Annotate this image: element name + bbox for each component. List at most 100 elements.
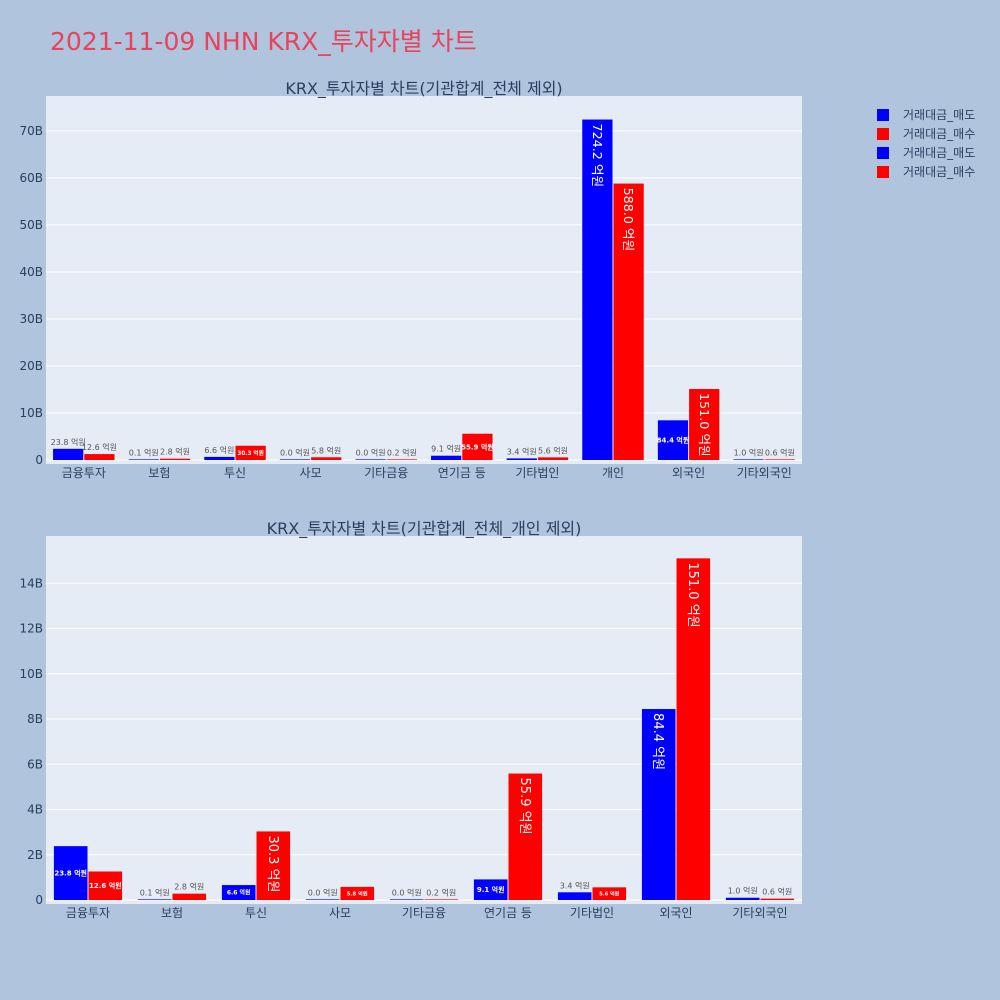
bar[interactable] (537, 457, 569, 460)
bar[interactable] (279, 459, 311, 460)
bar[interactable] (733, 459, 764, 460)
y-tick-label: 14B (19, 576, 43, 590)
bar[interactable] (53, 846, 88, 900)
bar[interactable] (84, 454, 115, 460)
data-label: 6.6 억원 (204, 445, 234, 455)
bar[interactable] (172, 893, 207, 900)
data-label: 724.2 억원 (590, 124, 605, 188)
legend-swatch[interactable] (877, 166, 889, 178)
data-label: 84.4 억원 (650, 713, 665, 770)
y-tick-label: 10B (19, 406, 43, 420)
x-tick-label: 기타법인 (515, 466, 559, 480)
x-tick-label: 연기금 등 (484, 906, 532, 920)
legend-label[interactable]: 거래대금_매수 (903, 165, 975, 179)
bar[interactable] (256, 831, 291, 900)
data-label: 9.1 억원 (477, 885, 505, 894)
y-tick-label: 4B (27, 803, 43, 817)
bar[interactable] (53, 448, 84, 460)
chart-bottom: 0 2B 4B 6B 8B 10B 12B 14B KRX_투자자별 차트(기관합계_전체_개인… (19, 519, 802, 920)
data-label: 151.0 억원 (697, 393, 712, 457)
bar[interactable] (557, 892, 592, 900)
data-label: 12.6 억원 (82, 442, 117, 452)
bar[interactable] (641, 709, 676, 900)
x-tick-label: 투신 (224, 466, 246, 480)
data-label: 5.6 억원 (538, 445, 568, 455)
bar[interactable] (128, 459, 159, 460)
chart-title: KRX_투자자별 차트(기관합계_전체 제외) (285, 79, 562, 99)
x-tick-label: 개인 (602, 466, 624, 480)
data-label: 1.0 억원 (734, 447, 764, 457)
bar[interactable] (676, 558, 711, 900)
legend-swatch[interactable] (877, 128, 889, 140)
legend-label[interactable]: 거래대금_매도 (903, 108, 975, 122)
data-label: 5.6 억원 (599, 890, 619, 897)
x-tick-label: 외국인 (672, 466, 705, 480)
data-label: 5.8 억원 (347, 889, 368, 897)
x-tick-label: 기타법인 (570, 906, 614, 920)
bar[interactable] (725, 897, 760, 900)
bar[interactable] (760, 898, 795, 900)
legend-swatch[interactable] (877, 109, 889, 121)
bar[interactable] (386, 459, 417, 460)
bar[interactable] (506, 458, 537, 460)
bar[interactable] (204, 456, 235, 460)
bar[interactable] (340, 886, 375, 900)
bar[interactable] (462, 433, 493, 460)
legend-swatch[interactable] (877, 147, 889, 159)
data-label: 12.6 억원 (89, 881, 122, 890)
data-label: 0.1 억원 (140, 887, 170, 897)
legend-label[interactable]: 거래대금_매도 (903, 146, 975, 160)
bar[interactable] (657, 420, 689, 460)
data-label: 84.4 억원 (657, 436, 690, 445)
bar[interactable] (424, 899, 459, 900)
x-tick-label: 투신 (245, 906, 267, 920)
y-tick-label: 40B (19, 265, 43, 279)
data-label: 23.8 억원 (51, 437, 86, 447)
data-label: 2.8 억원 (174, 882, 204, 892)
y-tick-label: 0 (35, 893, 43, 907)
data-label: 151.0 억원 (685, 562, 700, 627)
data-label: 0.0 억원 (356, 447, 386, 457)
bar[interactable] (582, 119, 613, 460)
data-label: 3.4 억원 (560, 880, 590, 890)
bar[interactable] (592, 887, 627, 900)
bar[interactable] (508, 773, 543, 900)
x-tick-label: 기타금융 (402, 906, 446, 920)
x-tick-label: 기타외국인 (732, 906, 787, 920)
data-label: 55.9 억원 (517, 778, 532, 835)
y-tick-label: 60B (19, 171, 43, 185)
chart-title: KRX_투자자별 차트(기관합계_전체_개인 제외) (267, 519, 582, 539)
x-tick-label: 금융투자 (66, 906, 110, 920)
bar[interactable] (431, 455, 462, 460)
bar[interactable] (355, 459, 386, 460)
x-tick-label: 금융투자 (62, 466, 106, 480)
bar[interactable] (473, 879, 508, 900)
data-label: 0.2 억원 (387, 447, 417, 457)
bar[interactable] (159, 458, 191, 460)
y-tick-label: 6B (27, 757, 43, 771)
bar[interactable] (764, 459, 795, 460)
legend-label[interactable]: 거래대금_매수 (903, 127, 975, 141)
page-title: 2021-11-09 NHN KRX_투자자별 차트 (50, 27, 477, 56)
x-tick-label: 기타외국인 (737, 466, 792, 480)
data-label: 0.0 억원 (280, 447, 310, 457)
data-label: 588.0 억원 (621, 188, 636, 252)
bar[interactable] (311, 457, 342, 460)
chart-top: 0 10B 20B 30B 40B 50B 60B 70B KRX_투자자별 차트(기관합계_전… (19, 79, 802, 480)
bar[interactable] (88, 871, 123, 900)
data-label: 0.0 억원 (308, 887, 338, 897)
data-label: 23.8 억원 (54, 869, 87, 878)
bar[interactable] (137, 899, 172, 900)
data-label: 5.8 억원 (311, 445, 341, 455)
y-tick-label: 50B (19, 218, 43, 232)
data-label: 0.1 억원 (129, 447, 159, 457)
bar[interactable] (613, 183, 644, 460)
bar[interactable] (305, 899, 340, 900)
bar[interactable] (221, 885, 256, 900)
bar[interactable] (689, 389, 720, 460)
x-tick-label: 사모 (300, 466, 322, 480)
bar[interactable] (389, 899, 424, 900)
data-label: 3.4 억원 (507, 446, 537, 456)
bar[interactable] (235, 445, 266, 460)
